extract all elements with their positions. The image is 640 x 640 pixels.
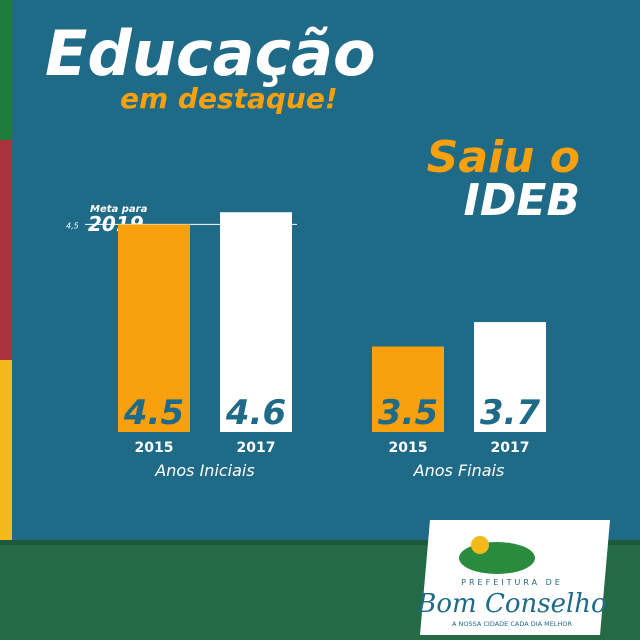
bar	[372, 346, 444, 432]
group-label: Anos Finais	[413, 461, 505, 480]
stripe	[0, 0, 12, 140]
target-value: 4,5	[66, 221, 79, 230]
value-label: 3.5	[378, 393, 438, 433]
value-label: 4.5	[123, 393, 184, 433]
headline: IDEB	[464, 175, 581, 226]
x-tick-label: 2017	[491, 440, 530, 456]
subtitle: em destaque!	[120, 82, 338, 115]
headline: Saiu o	[427, 132, 580, 183]
logo-sun	[471, 536, 489, 554]
logo-top: PREFEITURA DE	[461, 578, 563, 587]
value-label: 4.6	[225, 393, 286, 433]
logo-slogan: A NOSSA CIDADE CADA DIA MELHOR	[452, 620, 573, 628]
logo-icon	[459, 542, 535, 574]
bar	[220, 212, 292, 432]
value-label: 3.7	[480, 393, 541, 433]
stripe	[0, 140, 12, 360]
group-label: Anos Iniciais	[154, 461, 254, 480]
x-tick-label: 2015	[389, 440, 428, 456]
x-tick-label: 2015	[135, 440, 174, 456]
target-label: Meta para	[90, 204, 148, 215]
bar	[118, 224, 190, 432]
stripe	[0, 360, 12, 545]
bar	[474, 322, 546, 432]
logo-name: Bom Conselho	[416, 589, 606, 619]
x-tick-label: 2017	[237, 440, 276, 456]
title: Educação	[45, 17, 376, 90]
